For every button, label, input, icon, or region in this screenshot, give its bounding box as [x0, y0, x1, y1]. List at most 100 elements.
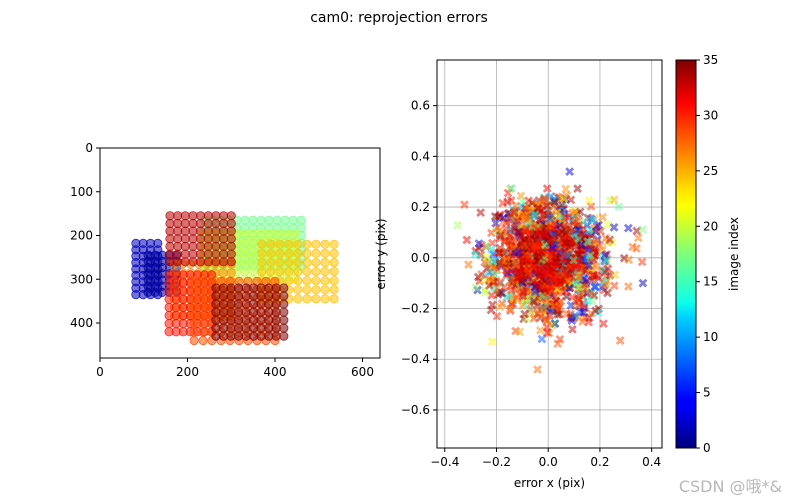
error-point	[453, 220, 463, 230]
image-point	[219, 257, 229, 267]
error-point	[591, 306, 600, 316]
error-point	[547, 273, 557, 283]
image-point	[256, 331, 266, 341]
image-point	[271, 291, 281, 301]
error-point	[504, 259, 514, 269]
image-point	[293, 248, 303, 258]
image-point	[302, 294, 312, 304]
colorbar-tick-label: 10	[703, 330, 718, 344]
error-point	[511, 201, 521, 211]
error-point	[567, 316, 577, 325]
error-point	[573, 184, 582, 194]
image-point	[198, 276, 208, 286]
image-point	[256, 283, 266, 293]
image-point	[257, 239, 267, 249]
image-point	[240, 236, 250, 246]
x-tick-label: 200	[176, 365, 199, 379]
error-point	[540, 276, 550, 286]
error-point	[533, 204, 543, 213]
image-point	[320, 239, 330, 249]
image-point	[256, 228, 266, 238]
image-point	[266, 266, 276, 277]
image-point	[188, 211, 198, 221]
image-point	[196, 218, 206, 229]
image-point	[173, 249, 183, 259]
x-tick-label: 600	[351, 365, 374, 379]
error-point	[586, 202, 596, 211]
image-point	[240, 244, 250, 254]
image-point	[256, 323, 266, 333]
error-point	[495, 302, 505, 312]
image-point	[211, 241, 221, 251]
error-point	[481, 288, 490, 297]
image-point	[302, 285, 312, 295]
image-point	[279, 323, 289, 333]
image-point	[211, 291, 221, 301]
error-point	[471, 283, 481, 292]
image-point	[189, 293, 199, 303]
image-point	[240, 259, 250, 269]
image-point	[271, 283, 281, 293]
image-point	[296, 215, 306, 225]
image-point	[256, 215, 266, 225]
y-tick-label: −0.4	[401, 352, 430, 366]
error-point	[562, 190, 572, 200]
image-point	[279, 299, 289, 309]
error-point	[550, 198, 560, 208]
error-point	[555, 334, 565, 344]
image-point	[293, 257, 303, 268]
error-points-layer	[453, 167, 648, 374]
error-point	[487, 291, 496, 300]
image-point	[198, 310, 208, 320]
image-point	[219, 218, 229, 229]
error-point	[539, 304, 549, 314]
image-point	[196, 241, 206, 251]
error-point	[524, 254, 533, 263]
error-point	[534, 265, 544, 275]
image-point	[302, 257, 312, 268]
image-point	[320, 257, 330, 268]
image-point	[180, 257, 190, 267]
error-point	[545, 213, 554, 223]
error-point	[633, 233, 643, 243]
colorbar-ticks: 0 5 10 15 20 25 30 35	[696, 53, 718, 455]
image-point	[173, 257, 183, 267]
image-point	[273, 228, 283, 238]
image-point	[275, 257, 285, 268]
image-point	[219, 211, 229, 221]
image-point	[173, 218, 183, 229]
image-point	[188, 257, 198, 267]
image-point	[226, 241, 236, 251]
image-point	[226, 249, 236, 259]
image-point	[233, 291, 244, 301]
error-point	[574, 282, 584, 292]
error-point	[482, 241, 492, 251]
image-point	[180, 218, 190, 229]
image-point	[188, 218, 198, 229]
image-point	[218, 268, 228, 278]
image-point	[272, 215, 282, 225]
image-point	[189, 310, 199, 320]
error-point	[557, 200, 567, 210]
error-point	[515, 327, 525, 337]
image-point	[226, 226, 236, 236]
error-point	[522, 314, 532, 324]
image-point	[293, 294, 303, 304]
error-point	[486, 274, 496, 284]
image-point	[196, 211, 206, 221]
error-point	[584, 196, 594, 205]
error-point	[474, 239, 484, 248]
image-point	[198, 285, 208, 295]
colorbar-tick-label: 30	[703, 108, 718, 122]
image-point	[271, 307, 281, 317]
error-point	[637, 257, 647, 267]
error-point	[553, 339, 563, 349]
image-point	[311, 285, 321, 295]
error-point	[542, 291, 552, 301]
error-point	[533, 281, 543, 290]
image-point	[189, 318, 199, 329]
image-point	[266, 257, 276, 268]
error-point	[603, 264, 613, 274]
error-point	[610, 270, 620, 280]
image-point	[275, 239, 285, 249]
